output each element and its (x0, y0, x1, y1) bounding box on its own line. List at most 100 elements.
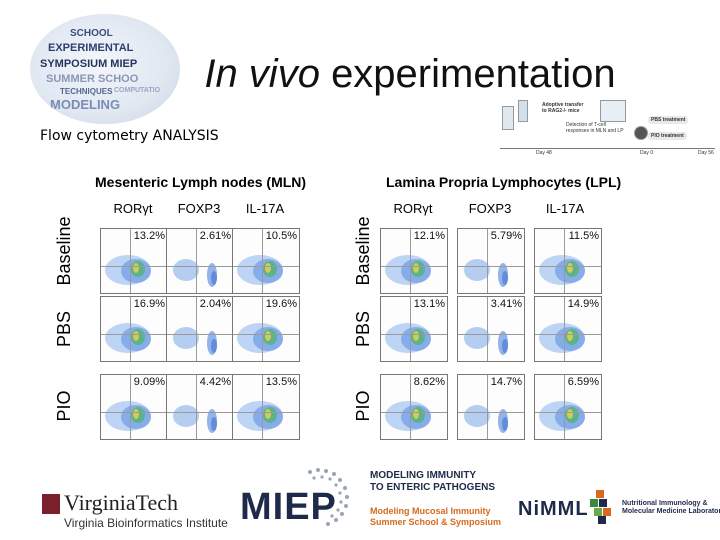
lpl-panel-title: Lamina Propria Lymphocytes (LPL) (386, 174, 622, 190)
density-blob (502, 339, 508, 353)
quadrant-gate-v (130, 297, 132, 361)
gate-percentage: 13.5% (265, 376, 297, 388)
experiment-schematic: Adoptive transfer to RAG2-/- mice Detect… (500, 96, 715, 158)
tube-icon (518, 100, 528, 122)
quadrant-gate-h (535, 334, 601, 336)
gate-percentage: 5.79% (490, 230, 522, 242)
plot-thumbnail (600, 100, 626, 122)
logo-word: COMPUTATIO (114, 87, 161, 94)
quadrant-gate-v (564, 297, 566, 361)
quadrant-gate-h (233, 266, 299, 268)
quadrant-gate-v (564, 375, 566, 439)
density-blob (211, 417, 217, 431)
quadrant-gate-h (101, 266, 167, 268)
quadrant-gate-h (101, 334, 167, 336)
flow-plot-foxp3: 3.41% (457, 296, 525, 362)
density-blob (173, 327, 199, 349)
quadrant-gate-v (410, 297, 412, 361)
column-label-foxp3: FOXP3 (468, 201, 512, 216)
slide-title: In vivo experimentation (190, 50, 630, 98)
quadrant-gate-h (458, 412, 524, 414)
density-blob (211, 339, 217, 353)
density-blob (133, 409, 139, 419)
column-label-rorgt: RORγt (393, 201, 433, 216)
timeline-day: Day 48 (536, 150, 552, 156)
quadrant-gate-v (487, 297, 489, 361)
mi-title: MODELING IMMUNITY TO ENTERIC PATHOGENS (370, 470, 495, 494)
quadrant-gate-v (262, 297, 264, 361)
mi-subtitle: Modeling Mucosal Immunity Summer School … (370, 506, 501, 528)
density-blob (502, 271, 508, 285)
flow-plot-il17a: 14.9% (534, 296, 602, 362)
nimml-line: Nutritional Immunology & (622, 500, 708, 507)
quadrant-gate-h (535, 412, 601, 414)
flow-plot-rorgt: 16.9% (100, 296, 168, 362)
density-blob (133, 263, 139, 273)
density-blob (464, 259, 490, 281)
quadrant-gate-v (410, 229, 412, 293)
quadrant-gate-v (196, 229, 198, 293)
summer-school-logo: SCHOOL EXPERIMENTAL SYMPOSIUM MIEP SUMME… (30, 14, 180, 124)
density-blob (265, 331, 271, 341)
vt-logo-icon (42, 494, 60, 514)
flow-plot-foxp3: 14.7% (457, 374, 525, 440)
flow-plot-il17a: 6.59% (534, 374, 602, 440)
nimml-text: Nutritional Immunology & Molecular Medic… (622, 500, 720, 516)
mln-panel-title: Mesenteric Lymph nodes (MLN) (95, 174, 307, 190)
quadrant-gate-h (381, 412, 447, 414)
quadrant-gate-h (381, 266, 447, 268)
density-blob (567, 331, 573, 341)
quadrant-gate-h (167, 266, 233, 268)
logo-word: SCHOOL (70, 28, 113, 39)
density-blob (502, 417, 508, 431)
quadrant-gate-v (487, 229, 489, 293)
gate-percentage: 11.5% (568, 230, 599, 242)
density-blob (413, 409, 419, 419)
mouse-icon (502, 106, 514, 130)
row-label-pio: PIO (353, 390, 373, 422)
logo-word: TECHNIQUES (60, 87, 113, 96)
flow-plot-rorgt: 13.1% (380, 296, 448, 362)
mi-line: Modeling Mucosal Immunity (370, 506, 491, 516)
slide-subtitle: Flow cytometry ANALYSIS (40, 128, 219, 144)
quadrant-gate-h (233, 412, 299, 414)
density-blob (464, 327, 490, 349)
gate-percentage: 8.62% (413, 376, 445, 388)
logo-word: SYMPOSIUM MIEP (40, 58, 138, 70)
row-label-baseline: Baseline (353, 216, 373, 286)
gate-percentage: 16.9% (133, 298, 165, 310)
gate-percentage: 14.9% (567, 298, 599, 310)
density-blob (413, 263, 419, 273)
density-blob (173, 259, 199, 281)
quadrant-gate-v (487, 375, 489, 439)
density-blob (211, 271, 217, 285)
quadrant-gate-v (130, 229, 132, 293)
density-blob (265, 263, 271, 273)
mi-line: MODELING IMMUNITY (370, 470, 477, 481)
quadrant-gate-v (262, 229, 264, 293)
density-blob (173, 405, 199, 427)
gate-percentage: 9.09% (133, 376, 165, 388)
quadrant-gate-h (381, 334, 447, 336)
quadrant-gate-v (196, 297, 198, 361)
gate-percentage: 6.59% (567, 376, 599, 388)
flow-plot-rorgt: 9.09% (100, 374, 168, 440)
density-blob (567, 409, 573, 419)
gate-percentage: 3.41% (490, 298, 522, 310)
gate-percentage: 2.04% (199, 298, 231, 310)
nimml-logo: NiMML (518, 498, 589, 520)
pbs-treatment: PBS treatment (648, 116, 689, 124)
gate-percentage: 2.61% (199, 230, 231, 242)
flow-plot-il17a: 13.5% (232, 374, 300, 440)
quadrant-gate-h (458, 334, 524, 336)
quadrant-gate-v (130, 375, 132, 439)
density-blob (567, 263, 573, 273)
title-italic: In vivo (204, 52, 320, 96)
miep-dots-icon (308, 468, 349, 526)
schematic-step2: Detection of T-cell responses in MLN and… (566, 122, 624, 134)
quadrant-gate-h (535, 266, 601, 268)
quadrant-gate-v (410, 375, 412, 439)
flow-plot-rorgt: 8.62% (380, 374, 448, 440)
flow-plot-il17a: 11.5% (534, 228, 602, 294)
gate-percentage: 19.6% (265, 298, 297, 310)
